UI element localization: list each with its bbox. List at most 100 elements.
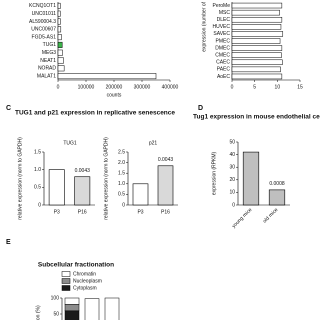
y-tick-label: 1.0 — [118, 181, 125, 187]
category-label: DMEC — [215, 45, 230, 51]
bar — [57, 57, 64, 64]
y-tick-label: 30 — [229, 165, 235, 171]
category-label: HUVEC — [212, 24, 230, 30]
category-label: PeroMe — [212, 3, 230, 9]
y-tick-label: 50 — [229, 139, 235, 145]
y-tick-label: 50 — [53, 311, 59, 317]
y-tick-label: 1.5 — [34, 149, 41, 155]
bar — [242, 151, 260, 206]
category-label: CMEC — [215, 53, 230, 59]
category-label: TUG1 — [43, 42, 57, 48]
legend-swatch — [61, 285, 71, 291]
y-tick-label: 0.5 — [118, 192, 125, 198]
category-label: NEAT1 — [40, 58, 56, 64]
bar — [268, 189, 286, 206]
y-tick-label: 1.5 — [118, 171, 125, 177]
category-label: MSC — [219, 10, 231, 16]
y-tick-label: 40 — [229, 152, 235, 158]
category-label: UNC01011 — [32, 11, 57, 17]
x-tick-label: old mice — [262, 207, 280, 225]
bar — [231, 16, 283, 23]
bar — [231, 66, 281, 73]
x-tick-label: 5 — [253, 84, 256, 90]
y-tick-label: 100 — [51, 295, 60, 301]
category-label: AL590004.3 — [29, 19, 56, 25]
bar — [231, 9, 280, 16]
x-tick-label: 0 — [57, 84, 60, 90]
p-value: 0.0043 — [158, 157, 174, 163]
x-tick-label: P16 — [78, 209, 87, 215]
x-tick-label: 10 — [275, 84, 281, 90]
x-tick-label: young mice — [231, 207, 253, 229]
bar — [57, 10, 61, 17]
y-axis-label: relative expression (norm to GAPDH) — [103, 137, 109, 220]
p-value: 0.0043 — [75, 168, 91, 174]
y-axis-label: tion (%) — [35, 305, 41, 320]
category-label: PMEC — [216, 38, 231, 44]
category-label: AoEC — [217, 74, 230, 80]
bar — [57, 34, 62, 41]
legend-label: Nucleoplasm — [73, 278, 102, 284]
category-label: CAEC — [216, 60, 230, 66]
bar — [231, 24, 282, 30]
x-tick-label: P3 — [137, 209, 143, 215]
category-label: PAEC — [217, 67, 231, 73]
y-tick-label: 20 — [229, 177, 235, 183]
category-label: MALAT1 — [37, 73, 56, 79]
bar — [132, 183, 149, 206]
bar — [231, 2, 283, 9]
legend-swatch — [61, 271, 71, 277]
bar — [231, 59, 283, 66]
bar — [57, 65, 65, 72]
y-axis-label: expression (RPKM) — [211, 152, 217, 196]
bar — [57, 2, 61, 9]
legend-label: Cytoplasm — [73, 285, 97, 291]
bar — [57, 49, 63, 56]
x-tick-label: 300000 — [134, 84, 151, 90]
panel-label: D — [198, 105, 203, 112]
legend-swatch — [61, 278, 71, 284]
p-value: 0.0008 — [269, 181, 285, 187]
y-tick-label: 0.5 — [34, 185, 41, 191]
legend-label: Chromatin — [73, 271, 96, 277]
bar — [57, 41, 63, 48]
y-tick-label: 10 — [229, 190, 235, 196]
bar — [57, 18, 61, 25]
category-label: NORAD — [38, 66, 56, 72]
y-axis-label: expression (number of — [201, 1, 207, 51]
x-tick-label: 15 — [297, 84, 303, 90]
bar — [231, 52, 282, 58]
x-tick-label: P16 — [161, 209, 170, 215]
subplot-title: TUG1 — [63, 140, 77, 146]
category-label: MEG3 — [42, 50, 56, 56]
bar — [48, 169, 65, 206]
x-tick-label: 400000 — [162, 84, 179, 90]
y-tick-label: 2.0 — [118, 160, 125, 166]
bar — [231, 45, 283, 51]
x-tick-label: 100000 — [78, 84, 95, 90]
category-label: UNC00607 — [31, 27, 56, 33]
bar-segment — [64, 304, 80, 312]
y-tick-label: 0 — [38, 202, 41, 208]
bar-segment — [104, 297, 120, 320]
y-tick-label: 1.0 — [34, 167, 41, 173]
panel-title: TUG1 and p21 expression in replicative s… — [15, 110, 175, 117]
bar — [57, 73, 157, 80]
y-axis-label: relative expression (norm to GAPDH) — [17, 137, 23, 220]
bar — [157, 165, 174, 206]
x-axis-label: counts — [107, 92, 122, 98]
bar — [231, 31, 284, 37]
x-tick-label: 0 — [231, 84, 234, 90]
bar — [74, 176, 91, 206]
y-tick-label: 0 — [122, 202, 125, 208]
subplot-title: p21 — [149, 140, 158, 146]
category-label: KCNQ1OT1 — [29, 3, 56, 9]
panel-label: C — [6, 105, 11, 112]
x-tick-label: P3 — [54, 209, 60, 215]
bar-segment — [64, 297, 80, 305]
bar-segment — [64, 310, 80, 320]
category-label: FGD5-AS1 — [32, 34, 57, 40]
category-label: DLEC — [217, 17, 231, 23]
